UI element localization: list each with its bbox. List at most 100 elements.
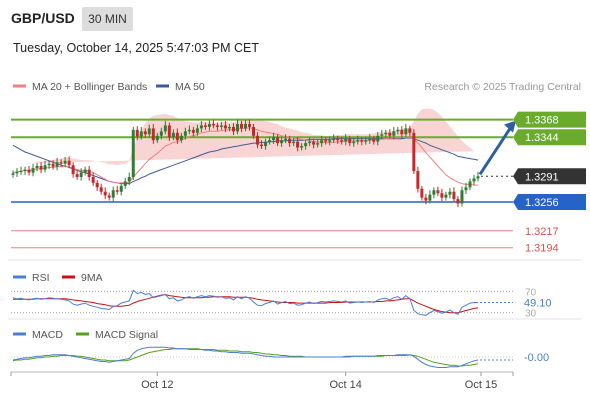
candle-body — [67, 160, 71, 166]
candle-body — [187, 129, 191, 132]
candle-body — [107, 195, 111, 198]
candle-body — [235, 123, 239, 132]
candle — [23, 166, 27, 175]
candle-body — [155, 135, 159, 141]
level-tag-1.3344 — [513, 129, 586, 146]
candle — [440, 188, 444, 202]
candle — [328, 136, 332, 146]
candle-body — [143, 131, 147, 135]
candle — [400, 126, 404, 138]
rsi-current-value: 49.10 — [524, 297, 552, 309]
level-label-1.3194: 1.3194 — [525, 243, 559, 255]
candle — [344, 134, 348, 146]
macd-signal-line — [12, 348, 479, 367]
candle — [376, 132, 380, 146]
legend-label-ma50: MA 50 — [175, 81, 205, 93]
candle-body — [139, 131, 143, 137]
candle-body — [352, 141, 356, 144]
candle — [316, 139, 320, 148]
candle-body — [340, 140, 344, 142]
legend-label-9ma: 9MA — [81, 272, 103, 284]
projection — [478, 120, 516, 176]
projection-arrow-shaft — [478, 124, 514, 176]
candle-body — [288, 138, 292, 144]
candle — [284, 134, 288, 144]
candle-body — [87, 169, 91, 177]
candle-body — [280, 140, 284, 144]
level-tags: 1.3368 1.3344 1.3291 1.3256 1.3217 1.3194 — [513, 111, 586, 255]
candle-body — [324, 140, 328, 142]
candle-body — [163, 125, 167, 132]
candle-body — [400, 129, 404, 135]
candle-body — [328, 140, 332, 142]
candle — [468, 178, 472, 191]
candle — [404, 123, 408, 138]
candle-body — [203, 125, 207, 127]
candle-body — [332, 138, 336, 141]
candle-body — [207, 123, 211, 127]
candle — [472, 174, 476, 186]
candle-body — [276, 137, 280, 144]
candle — [199, 121, 203, 133]
candle — [175, 128, 179, 144]
candle-body — [95, 182, 99, 188]
candle-body — [360, 140, 364, 142]
candle-body — [147, 128, 151, 135]
candle — [163, 121, 167, 135]
legend-label-ma20: MA 20 + Bollinger Bands — [32, 81, 147, 93]
candle — [43, 160, 47, 173]
candle — [280, 136, 284, 147]
candle — [83, 166, 87, 176]
candle — [384, 129, 388, 138]
candle — [380, 129, 384, 139]
candle — [248, 119, 252, 131]
candle — [452, 187, 456, 203]
candle-body — [51, 163, 55, 167]
rsi-legend: RSI 9MA — [13, 272, 103, 284]
candle — [268, 136, 272, 145]
candle — [288, 135, 292, 147]
rsi-level-label: 70 — [525, 287, 537, 298]
candle — [372, 135, 376, 145]
candle-body — [312, 141, 316, 145]
candle-body — [127, 177, 131, 182]
candle — [219, 121, 223, 130]
candle-body — [468, 181, 472, 188]
candle — [396, 126, 400, 135]
candle — [292, 137, 296, 147]
candle — [420, 185, 424, 201]
candle — [256, 132, 260, 149]
candle — [71, 162, 75, 178]
header: GBP/USD 30 MIN Tuesday, October 14, 2025… — [11, 7, 259, 55]
candle-body — [372, 138, 376, 142]
candle-body — [336, 138, 340, 141]
timeframe-badge[interactable] — [82, 7, 133, 31]
candle-body — [131, 129, 135, 177]
timestamp: Tuesday, October 14, 2025 5:47:03 PM CET — [13, 41, 259, 55]
timeframe-label: 30 MIN — [88, 12, 127, 26]
candle — [115, 185, 119, 195]
legend-label-rsi: RSI — [32, 272, 50, 284]
candle — [91, 172, 95, 186]
candle — [296, 137, 300, 152]
candle-body — [63, 160, 67, 164]
candle-body — [223, 125, 227, 129]
candle — [260, 140, 264, 150]
level-label-1.3217: 1.3217 — [525, 226, 559, 238]
candle-body — [151, 128, 155, 141]
candle-body — [123, 181, 127, 186]
candle — [448, 188, 452, 199]
candle-body — [227, 126, 231, 129]
candle-body — [252, 126, 256, 136]
candle — [436, 186, 440, 197]
candle-body — [432, 190, 436, 195]
candle-body — [115, 190, 119, 192]
candle-body — [260, 144, 264, 147]
candle-body — [83, 169, 87, 173]
candle — [107, 192, 111, 201]
candle — [79, 168, 83, 181]
level-tag-label: 1.3256 — [525, 197, 559, 209]
level-tag-label: 1.3291 — [525, 171, 559, 183]
candle-body — [183, 131, 187, 136]
candle-body — [59, 162, 63, 164]
